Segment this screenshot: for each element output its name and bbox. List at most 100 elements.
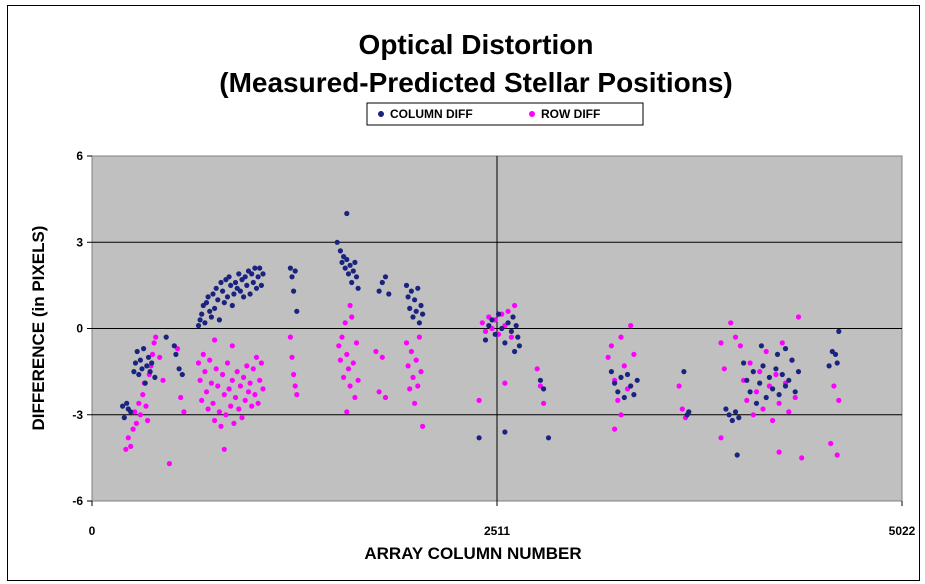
point-row-diff (288, 335, 293, 340)
point-column-diff (609, 369, 614, 374)
point-row-diff (351, 360, 356, 365)
legend-marker-column-diff (378, 111, 384, 117)
point-row-diff (235, 369, 240, 374)
point-row-diff (377, 389, 382, 394)
point-column-diff (164, 335, 169, 340)
point-row-diff (722, 366, 727, 371)
point-row-diff (509, 335, 514, 340)
point-row-diff (718, 340, 723, 345)
point-row-diff (223, 412, 228, 417)
point-row-diff (244, 363, 249, 368)
point-column-diff (748, 389, 753, 394)
point-column-diff (506, 320, 511, 325)
point-row-diff (246, 389, 251, 394)
point-row-diff (609, 343, 614, 348)
point-row-diff (257, 378, 262, 383)
point-column-diff (335, 240, 340, 245)
point-row-diff (786, 409, 791, 414)
point-column-diff (751, 369, 756, 374)
point-row-diff (230, 343, 235, 348)
point-column-diff (144, 363, 149, 368)
point-row-diff (212, 337, 217, 342)
point-row-diff (412, 401, 417, 406)
point-row-diff (225, 360, 230, 365)
point-column-diff (773, 366, 778, 371)
point-row-diff (420, 424, 425, 429)
point-row-diff (831, 383, 836, 388)
point-column-diff (294, 309, 299, 314)
point-column-diff (509, 329, 514, 334)
point-row-diff (680, 406, 685, 411)
point-column-diff (741, 360, 746, 365)
point-column-diff (202, 320, 207, 325)
point-column-diff (291, 289, 296, 294)
point-column-diff (836, 329, 841, 334)
point-column-diff (723, 406, 728, 411)
point-row-diff (336, 343, 341, 348)
point-row-diff (222, 392, 227, 397)
point-row-diff (199, 398, 204, 403)
point-column-diff (225, 294, 230, 299)
point-row-diff (677, 383, 682, 388)
point-column-diff (727, 412, 732, 417)
point-column-diff (767, 375, 772, 380)
point-row-diff (123, 447, 128, 452)
point-column-diff (204, 300, 209, 305)
point-row-diff (751, 412, 756, 417)
point-row-diff (483, 329, 488, 334)
point-row-diff (227, 386, 232, 391)
point-column-diff (412, 297, 417, 302)
point-row-diff (209, 381, 214, 386)
point-row-diff (239, 415, 244, 420)
point-column-diff (177, 366, 182, 371)
point-row-diff (541, 401, 546, 406)
point-column-diff (793, 389, 798, 394)
point-column-diff (215, 297, 220, 302)
point-column-diff (220, 289, 225, 294)
point-column-diff (777, 392, 782, 397)
y-tick-label: -3 (72, 408, 83, 422)
point-column-diff (514, 323, 519, 328)
point-column-diff (635, 378, 640, 383)
point-column-diff (833, 352, 838, 357)
point-column-diff (218, 280, 223, 285)
point-row-diff (417, 335, 422, 340)
point-column-diff (414, 309, 419, 314)
point-column-diff (146, 355, 151, 360)
point-row-diff (217, 409, 222, 414)
point-column-diff (417, 320, 422, 325)
x-tick-label: 0 (89, 524, 96, 538)
point-row-diff (344, 409, 349, 414)
point-row-diff (793, 395, 798, 400)
point-row-diff (748, 360, 753, 365)
point-column-diff (502, 429, 507, 434)
point-column-diff (212, 306, 217, 311)
point-row-diff (535, 366, 540, 371)
point-row-diff (256, 401, 261, 406)
point-row-diff (131, 427, 136, 432)
point-column-diff (230, 303, 235, 308)
point-column-diff (489, 317, 494, 322)
point-column-diff (210, 291, 215, 296)
point-column-diff (625, 372, 630, 377)
point-column-diff (499, 326, 504, 331)
point-row-diff (770, 418, 775, 423)
point-row-diff (196, 360, 201, 365)
point-row-diff (338, 358, 343, 363)
point-column-diff (259, 283, 264, 288)
point-row-diff (760, 406, 765, 411)
point-column-diff (510, 314, 515, 319)
point-column-diff (735, 452, 740, 457)
point-column-diff (410, 314, 415, 319)
chart-frame: Optical Distortion (Measured-Predicted S… (7, 5, 920, 581)
point-column-diff (681, 369, 686, 374)
point-row-diff (410, 375, 415, 380)
point-column-diff (214, 286, 219, 291)
point-row-diff (140, 392, 145, 397)
point-column-diff (354, 274, 359, 279)
point-row-diff (356, 378, 361, 383)
scatter-chart: Optical Distortion (Measured-Predicted S… (8, 6, 919, 580)
x-tick-label: 5022 (889, 524, 916, 538)
point-row-diff (344, 352, 349, 357)
point-column-diff (289, 274, 294, 279)
